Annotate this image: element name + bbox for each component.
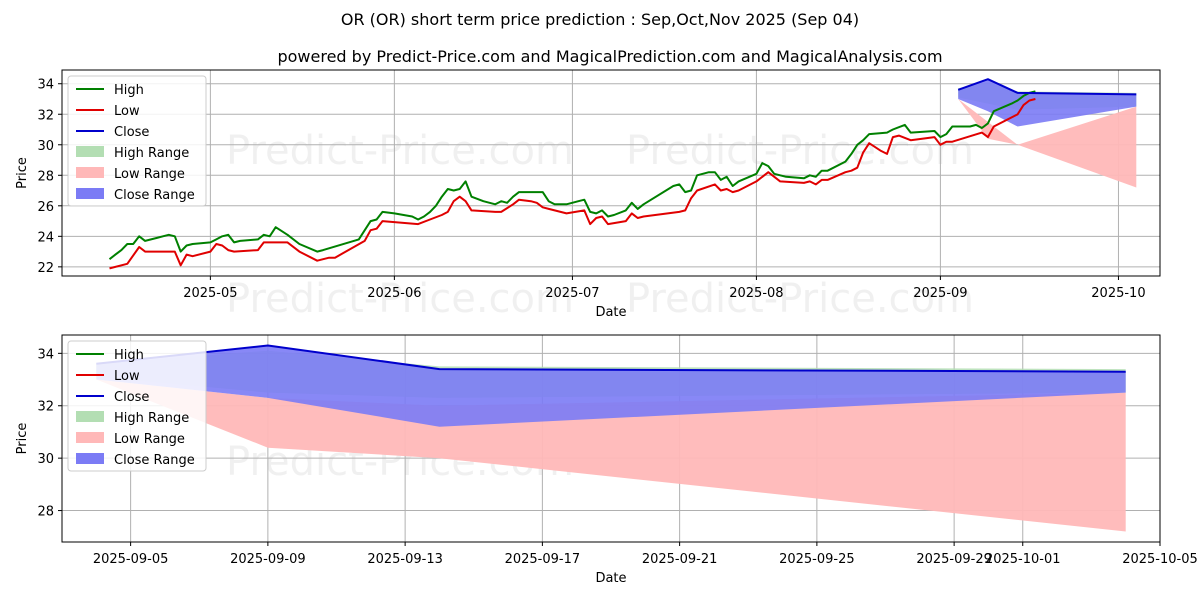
x-tick-label: 2025-10-01 xyxy=(985,552,1061,567)
y-tick-label: 24 xyxy=(37,230,54,245)
close-range-band xyxy=(96,345,1126,427)
legend: High Low Close High Range Low Range Close Ran… xyxy=(67,75,207,207)
y-tick-label: 34 xyxy=(37,78,54,93)
y-axis-label: Price xyxy=(15,423,30,455)
legend-label: High Range xyxy=(114,411,189,426)
legend-label: Low xyxy=(114,369,140,384)
x-tick-label: 2025-09-21 xyxy=(642,552,718,567)
x-tick-label: 2025-09-17 xyxy=(505,552,581,567)
legend-swatch-hr xyxy=(76,411,104,422)
y-axis-label: Price xyxy=(15,157,30,189)
chart-subtitle: powered by Predict-Price.com and Magical… xyxy=(277,47,942,66)
legend-label: Close Range xyxy=(114,188,195,203)
x-tick-label: 2025-09-13 xyxy=(367,552,443,567)
y-tick-label: 30 xyxy=(37,139,54,154)
legend-label: High xyxy=(114,348,144,363)
x-tick-label: 2025-10 xyxy=(1091,286,1145,301)
axes-frame xyxy=(61,69,1161,277)
legend-label: Low Range xyxy=(114,167,185,182)
x-tick-label: 2025-05 xyxy=(183,286,237,301)
legend-swatch-cr xyxy=(76,453,104,464)
bottom-panel: 2025-09-05 2025-09-09 2025-09-13 2025-09-17… xyxy=(15,334,1198,586)
watermark-text: Predict-Price.com xyxy=(226,276,574,322)
watermark-text: Predict-Price.com xyxy=(626,276,974,322)
x-tick-label: 2025-09-29 xyxy=(916,552,992,567)
x-tick-label: 2025-09-09 xyxy=(230,552,306,567)
x-tick-label: 2025-08 xyxy=(729,286,783,301)
x-tick-label: 2025-09-25 xyxy=(779,552,855,567)
low-range-band xyxy=(958,99,1137,188)
x-tick-label: 2025-09-05 xyxy=(93,552,169,567)
y-tick-label: 32 xyxy=(37,400,54,415)
y-tick-label: 32 xyxy=(37,108,54,123)
close-range-band xyxy=(958,79,1137,127)
chart-title: OR (OR) short term price prediction : Se… xyxy=(341,10,859,29)
y-tick-label: 28 xyxy=(37,505,54,520)
y-tick-label: 22 xyxy=(37,261,54,276)
legend-label: High xyxy=(114,83,144,98)
legend-swatch-lr xyxy=(76,167,104,178)
y-tick-label: 26 xyxy=(37,200,54,215)
plot-area xyxy=(108,78,1137,270)
legend-label: Low xyxy=(114,104,140,119)
y-tick-label: 30 xyxy=(37,452,54,467)
top-panel: 2025-05 2025-06 2025-07 2025-08 2025-09 2025-… xyxy=(15,69,1161,320)
legend-swatch-cr xyxy=(76,188,104,199)
low-series-line xyxy=(109,98,1036,270)
legend-swatch-hr xyxy=(76,146,104,157)
legend: High Low Close High Range Low Range Close Ran… xyxy=(67,340,207,472)
legend-swatch-lr xyxy=(76,432,104,443)
y-tick-label: 34 xyxy=(37,347,54,362)
high-series-line xyxy=(108,90,1036,260)
grid-lines xyxy=(62,70,1160,276)
x-tick-label: 2025-10-05 xyxy=(1122,552,1198,567)
watermark-text: Predict-Price.com xyxy=(226,128,574,174)
x-tick-label: 2025-07 xyxy=(545,286,599,301)
watermark-text: Predict-Price.com xyxy=(626,128,974,174)
axes-frame xyxy=(61,334,1161,543)
low-range-band xyxy=(96,379,1126,532)
plot-area xyxy=(96,344,1126,532)
legend-label: Close xyxy=(114,390,149,405)
x-axis-label: Date xyxy=(595,571,626,586)
legend-label: High Range xyxy=(114,146,189,161)
x-axis-label: Date xyxy=(595,305,626,320)
y-tick-label: 28 xyxy=(37,169,54,184)
legend-label: Low Range xyxy=(114,432,185,447)
x-tick-label: 2025-06 xyxy=(367,286,421,301)
x-tick-label: 2025-09 xyxy=(913,286,967,301)
legend-label: Close xyxy=(114,125,149,140)
close-prediction-line xyxy=(957,78,1137,96)
legend-label: Close Range xyxy=(114,453,195,468)
